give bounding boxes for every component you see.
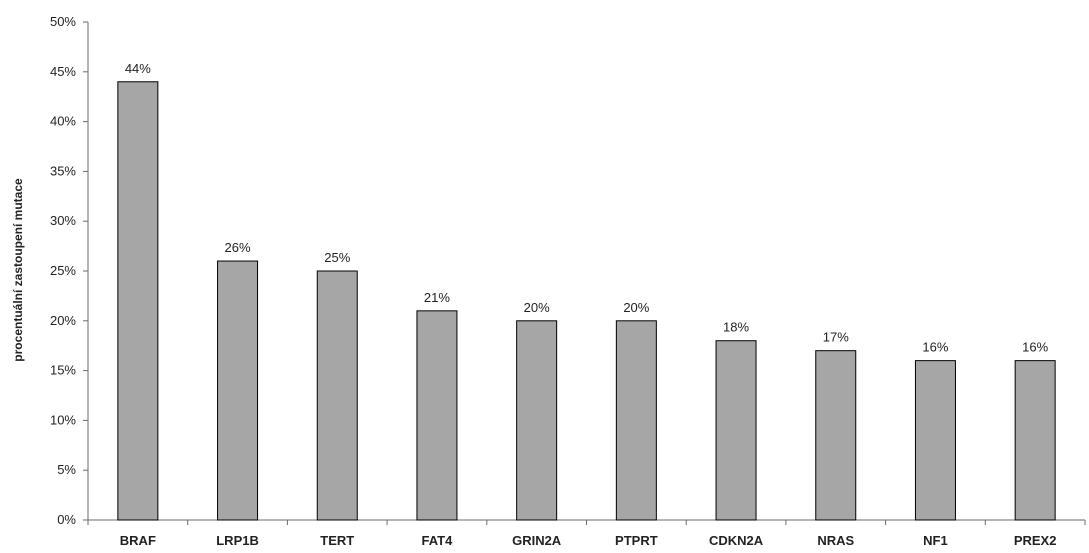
data-label: 16% [1022, 340, 1048, 355]
bar [117, 81, 159, 521]
bar [1014, 360, 1056, 521]
y-tick-labels: 0% 5% 10% 15% 20% 25% 30% 35% 40% 45% 50% [50, 14, 76, 527]
category-label: FAT4 [422, 533, 454, 548]
data-label: 17% [823, 330, 849, 345]
y-tick-label: 15% [50, 363, 76, 378]
data-labels: 44% 26% 25% 21% 20% 20% 18% 17% 16% 16% [125, 61, 1049, 355]
y-tick-label: 25% [50, 263, 76, 278]
category-label: LRP1B [216, 533, 259, 548]
data-label: 44% [125, 61, 151, 76]
category-label: NRAS [817, 533, 854, 548]
y-tick-label: 10% [50, 412, 76, 427]
category-label: GRIN2A [512, 533, 562, 548]
bar [815, 350, 857, 521]
category-label: PTPRT [615, 533, 658, 548]
bar [217, 260, 259, 521]
category-label: NF1 [923, 533, 948, 548]
y-tick-label: 30% [50, 213, 76, 228]
data-label: 20% [524, 300, 550, 315]
y-tick-label: 20% [50, 313, 76, 328]
y-tick-label: 45% [50, 64, 76, 79]
data-label: 16% [922, 340, 948, 355]
y-tick-label: 5% [57, 462, 76, 477]
bar [615, 320, 657, 521]
y-tick-label: 0% [57, 512, 76, 527]
category-label: PREX2 [1014, 533, 1057, 548]
data-label: 18% [723, 320, 749, 335]
data-label: 21% [424, 290, 450, 305]
category-label: BRAF [120, 533, 156, 548]
y-axis-label: procentuální zastoupení mutace [11, 178, 25, 362]
data-label: 20% [623, 300, 649, 315]
bar [715, 340, 757, 521]
y-tick-label: 35% [50, 163, 76, 178]
bar [516, 320, 558, 521]
category-label: CDKN2A [709, 533, 764, 548]
data-label: 26% [225, 240, 251, 255]
bar [416, 310, 458, 521]
bars [117, 81, 1056, 521]
y-tick-label: 50% [50, 14, 76, 29]
bar [316, 270, 358, 521]
category-labels: BRAF LRP1B TERT FAT4 GRIN2A PTPRT CDKN2A NRAS NF… [120, 533, 1057, 548]
data-label: 25% [324, 250, 350, 265]
category-label: TERT [320, 533, 354, 548]
y-tick-label: 40% [50, 114, 76, 129]
y-axis-label-group: procentuální zastoupení mutace [11, 178, 25, 362]
bar [914, 360, 956, 521]
